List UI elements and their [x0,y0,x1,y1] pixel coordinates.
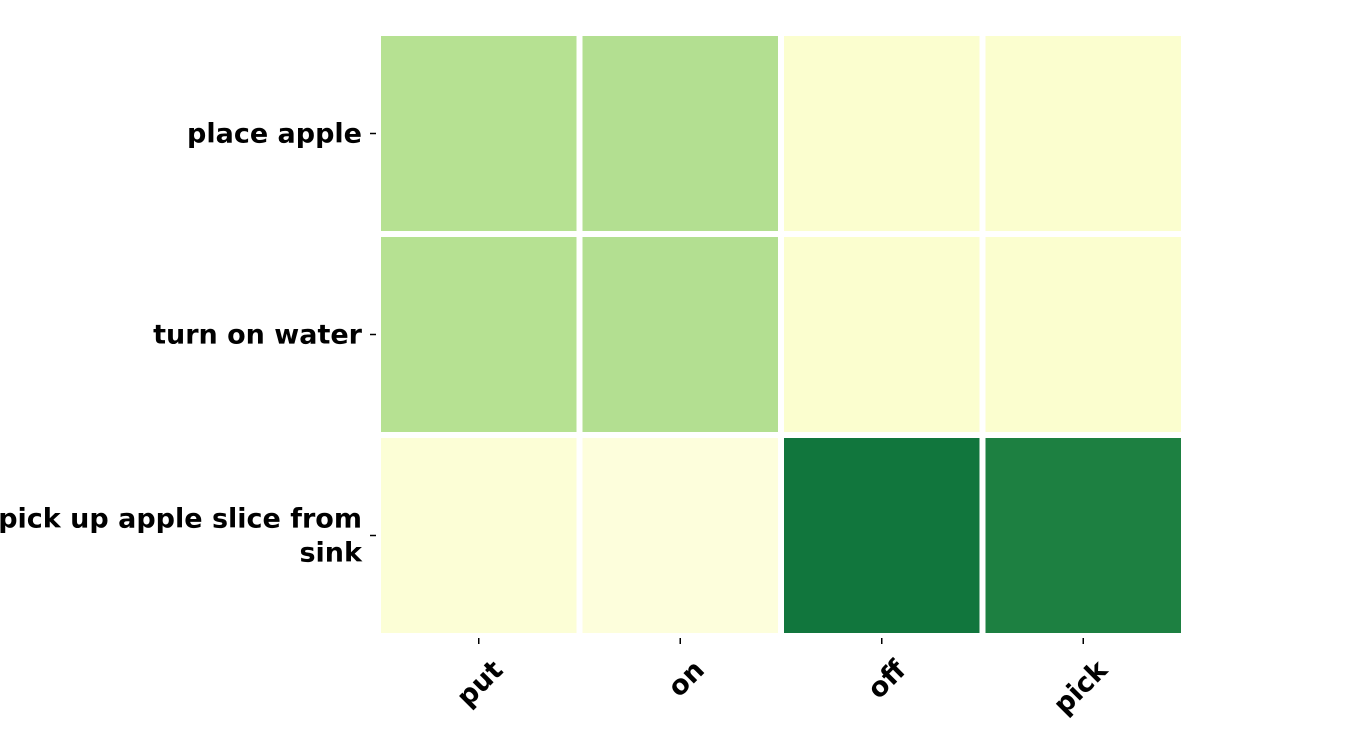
heatmap-cell-r0-c0 [381,36,577,231]
y-tick-label-line: place apple [187,118,362,149]
y-tick-label-0: place apple [187,118,362,149]
x-tick-label-put: put [451,655,509,713]
heatmap-cell-r0-c2 [784,36,980,231]
heatmap-cell-r1-c0 [381,237,577,432]
y-tick-label-2: pick up apple slice from sink [0,503,363,568]
heatmap-cell-r1-c1 [582,237,778,432]
heatmap-cell-r0-c1 [582,36,778,231]
heatmap-cell-r2-c0 [381,438,577,633]
heatmap-cell-r2-c2 [784,438,980,633]
heatmap-cell-r2-c1 [582,438,778,633]
x-tick-label-pick: pick [1048,654,1115,721]
x-tick-label-on: on [662,655,711,704]
x-axis: put on off pick [451,638,1115,721]
y-tick-label-line: sink [299,537,363,568]
heatmap-cell-r1-c3 [985,237,1181,432]
heatmap-cell-r2-c3 [985,438,1181,633]
y-tick-label-line: turn on water [153,319,363,350]
y-axis: place apple turn on water pick up apple sl… [0,118,376,568]
y-tick-label-line: pick up apple slice from [0,503,362,534]
heatmap-cell-r0-c3 [985,36,1181,231]
y-tick-label-1: turn on water [153,319,363,350]
heatmap-cell-r1-c2 [784,237,980,432]
x-tick-label-off: off [862,654,913,705]
heatmap-cells [381,36,1181,633]
